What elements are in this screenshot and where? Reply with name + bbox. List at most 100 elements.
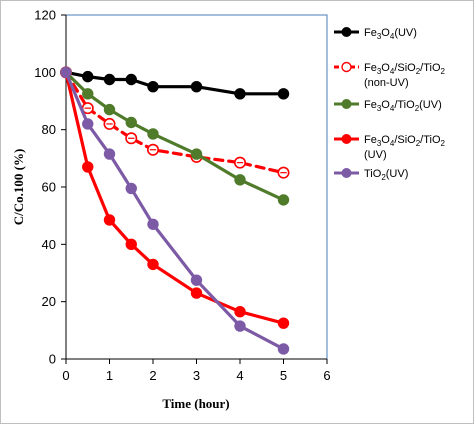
data-point-fe3o4_uv — [190, 80, 203, 93]
legend-label-part: (UV) — [394, 27, 417, 39]
legend: Fe3O4(UV)Fe3O4/SiO2/TiO2 (non-UV)Fe3O4/Ti… — [334, 27, 446, 182]
x-tick-label: 1 — [106, 368, 113, 383]
legend-label-part: Fe — [364, 134, 377, 146]
data-point-fe3o4_tio2_uv — [190, 148, 203, 160]
legend-label-part: 3 — [377, 104, 382, 113]
legend-swatch-marker — [341, 61, 352, 73]
legend-label-part: 4 — [390, 104, 395, 113]
data-point-fe3o4_tio2_uv — [82, 88, 94, 100]
legend-swatch-marker — [341, 99, 352, 109]
legend-label-part: (UV) — [364, 149, 387, 161]
data-point-fe3o4_uv — [147, 80, 159, 93]
legend-label-part: 2 — [416, 67, 421, 76]
series-tio2_uv — [60, 66, 290, 355]
data-point-fe3o4_uv — [103, 73, 116, 86]
legend-label: Fe3O4/SiO2/TiO2 (UV) — [364, 134, 446, 161]
y-axis-title: C/Co.100 (%) — [11, 149, 26, 226]
legend-label-part: O — [381, 99, 390, 111]
legend-label-part: (UV) — [386, 168, 409, 180]
legend-label-part: 3 — [377, 32, 382, 41]
legend-label-part: 4 — [390, 32, 395, 41]
data-point-tio2_uv — [147, 218, 159, 230]
legend-label-part: Fe — [364, 99, 377, 111]
x-tick-label: 5 — [280, 368, 287, 383]
legend-label: Fe3O4/TiO2(UV) — [364, 99, 442, 113]
legend-label-part: /TiO — [394, 99, 415, 111]
legend-entry-fe3o4_sio2_tio2_non_uv: Fe3O4/SiO2/TiO2 (non-UV) — [334, 61, 446, 89]
legend-swatch-marker — [341, 134, 352, 144]
data-point-fe3o4_sio2_tio2_uv — [277, 317, 290, 329]
data-point-tio2_uv — [82, 118, 94, 130]
legend-label: Fe3O4(UV) — [364, 27, 417, 41]
y-tick-label: 40 — [42, 237, 56, 252]
legend-label-part: 2 — [441, 139, 446, 148]
data-point-fe3o4_sio2_tio2_uv — [125, 238, 137, 251]
legend-label-part: O — [381, 134, 390, 146]
legend-label-part: 3 — [377, 67, 382, 76]
legend-label-part: /TiO — [420, 62, 441, 74]
x-axis-title: Time (hour) — [162, 396, 229, 411]
legend-label-part: 4 — [390, 139, 395, 148]
legend-entry-tio2_uv: TiO2(UV) — [334, 168, 408, 182]
data-point-fe3o4_tio2_uv — [147, 128, 159, 140]
x-tick-label: 6 — [323, 368, 330, 383]
data-point-fe3o4_sio2_tio2_uv — [190, 287, 203, 299]
legend-label-part: O — [381, 62, 390, 74]
data-point-fe3o4_tio2_uv — [103, 103, 116, 116]
data-point-fe3o4_tio2_uv — [234, 174, 246, 186]
data-point-tio2_uv — [125, 182, 137, 195]
data-point-fe3o4_uv — [125, 73, 137, 86]
data-point-tio2_uv — [60, 66, 72, 79]
x-tick-label: 4 — [236, 368, 243, 383]
y-tick-label: 60 — [42, 180, 56, 195]
data-point-fe3o4_uv — [82, 70, 94, 83]
data-point-fe3o4_tio2_uv — [125, 116, 137, 129]
series-layer — [59, 66, 290, 355]
legend-label-part: 2 — [441, 67, 446, 76]
x-tick-label: 3 — [193, 368, 200, 383]
legend-label-part: /SiO — [394, 134, 416, 146]
data-point-tio2_uv — [190, 274, 203, 286]
series-line-tio2_uv — [64, 70, 286, 351]
data-point-fe3o4_uv — [277, 88, 290, 100]
legend-label-part: 2 — [415, 104, 420, 113]
data-point-fe3o4_uv — [234, 88, 246, 100]
y-tick-label: 120 — [34, 8, 56, 23]
legend-label-part: TiO — [364, 168, 382, 180]
data-point-fe3o4_sio2_tio2_uv — [234, 306, 246, 318]
legend-label-part: /SiO — [394, 62, 416, 74]
x-ticks: 0 1 2 3 4 5 6 — [62, 359, 331, 383]
series-line-fe3o4_sio2_tio2_uv — [64, 70, 286, 325]
legend-label-part: 3 — [377, 139, 382, 148]
y-tick-label: 100 — [34, 65, 56, 80]
data-point-tio2_uv — [103, 148, 116, 160]
legend-entry-fe3o4_sio2_tio2_uv: Fe3O4/SiO2/TiO2 (UV) — [334, 134, 446, 161]
legend-label-part: 4 — [390, 67, 395, 76]
legend-label: Fe3O4/SiO2/TiO2 (non-UV) — [364, 62, 446, 89]
y-ticks: 0 20 40 60 80 100 120 — [34, 8, 66, 367]
legend-label: TiO2(UV) — [364, 168, 408, 182]
legend-label-part: 2 — [381, 173, 386, 182]
legend-label-part: 2 — [416, 139, 421, 148]
legend-swatch-marker — [341, 168, 352, 178]
y-tick-label: 20 — [42, 294, 56, 309]
legend-label-part: (non-UV) — [364, 77, 409, 89]
x-tick-label: 0 — [62, 368, 69, 383]
legend-label-part: /TiO — [420, 134, 441, 146]
y-tick-label: 0 — [49, 352, 56, 367]
legend-swatch-marker — [341, 27, 352, 37]
data-point-fe3o4_sio2_tio2_uv — [103, 214, 116, 226]
data-point-fe3o4_sio2_tio2_uv — [82, 161, 94, 173]
legend-entry-fe3o4_tio2_uv: Fe3O4/TiO2(UV) — [334, 99, 442, 113]
legend-label-part: O — [381, 27, 390, 39]
data-point-fe3o4_tio2_uv — [277, 194, 290, 206]
data-point-tio2_uv — [277, 343, 290, 355]
y-tick-label: 80 — [42, 122, 56, 137]
legend-label-part: (UV) — [419, 99, 442, 111]
legend-entry-fe3o4_uv: Fe3O4(UV) — [334, 27, 417, 41]
x-tick-label: 2 — [149, 368, 156, 383]
data-point-fe3o4_sio2_tio2_uv — [147, 258, 159, 271]
